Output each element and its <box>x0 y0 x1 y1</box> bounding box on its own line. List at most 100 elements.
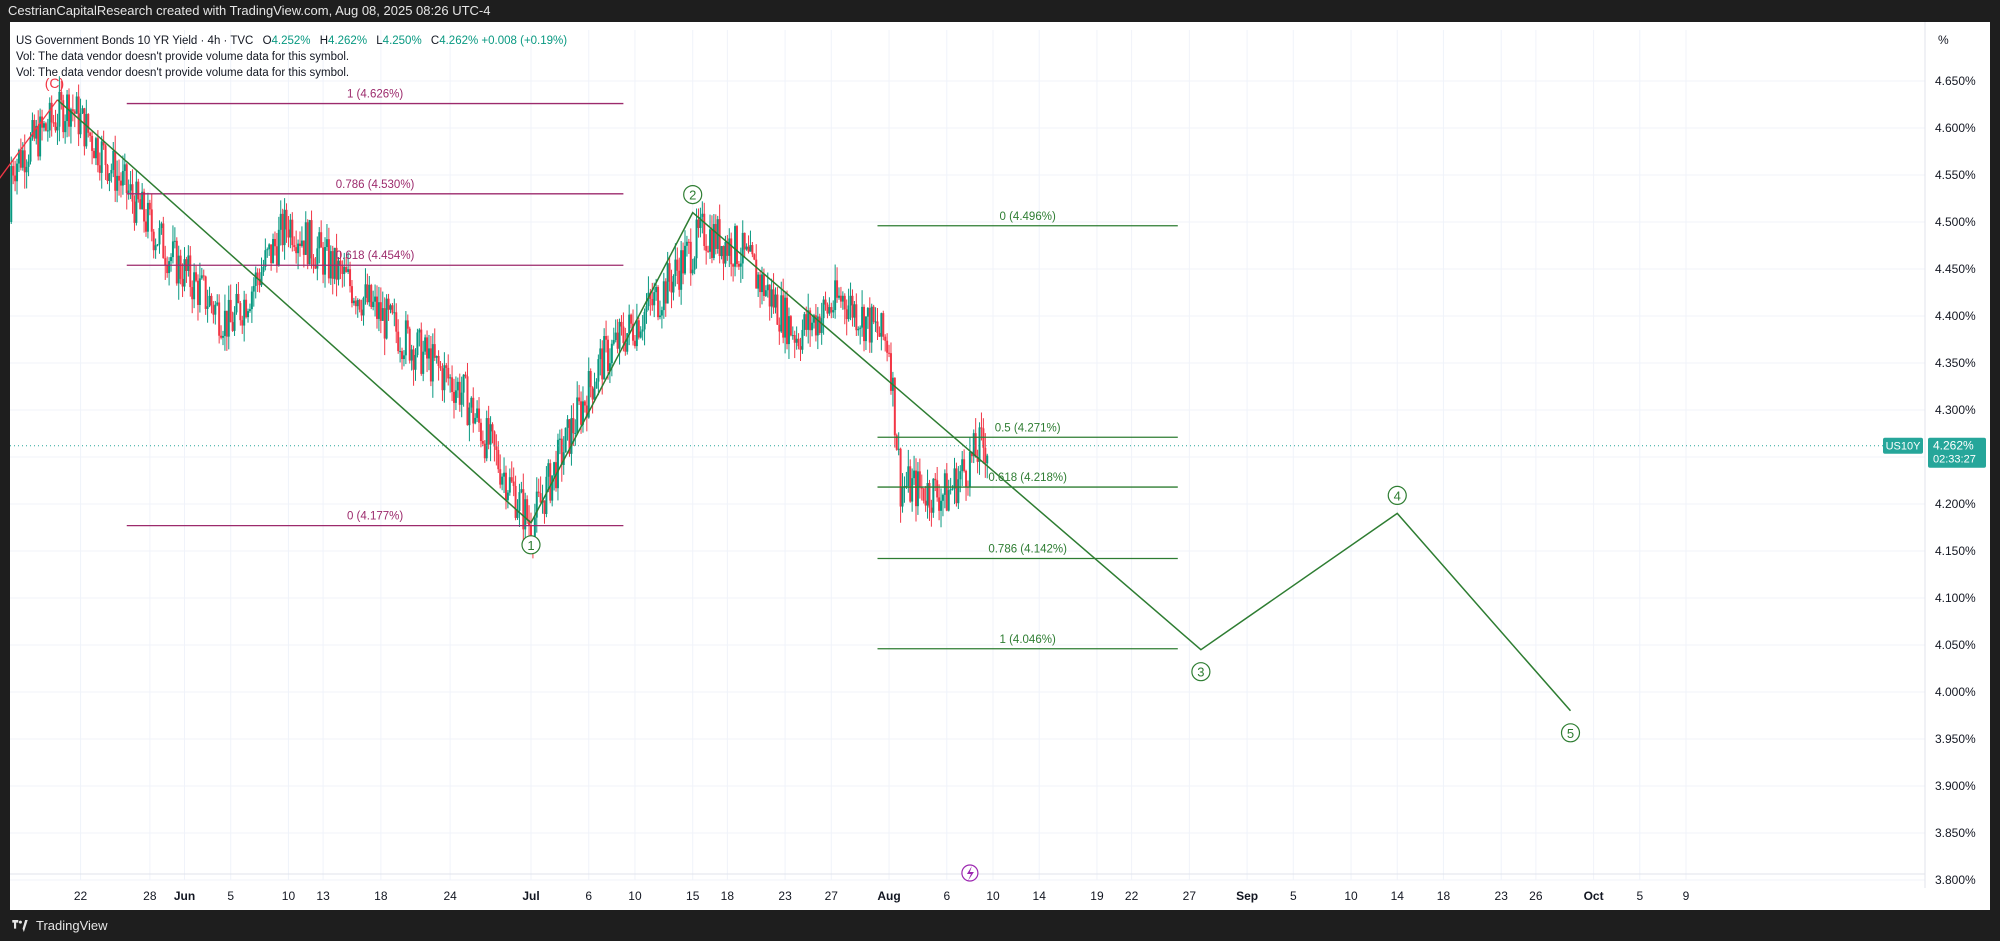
candle-body <box>816 316 819 336</box>
time-tick-label: 5 <box>1290 889 1297 903</box>
candle-body <box>595 381 598 389</box>
time-tick-label: 19 <box>1090 889 1104 903</box>
candle-body <box>79 113 82 135</box>
candle-body <box>239 303 242 321</box>
candle-body <box>941 494 944 501</box>
time-tick-label: 24 <box>443 889 457 903</box>
candle-body <box>69 109 72 127</box>
candle-body <box>684 245 686 274</box>
price-tick-label: 3.900% <box>1935 779 1976 793</box>
candle-body <box>784 297 787 338</box>
fib-level-label: 1 (4.046%) <box>1000 634 1056 646</box>
candle-body <box>762 274 765 296</box>
candle-body <box>333 247 336 279</box>
time-tick-label: 18 <box>721 889 735 903</box>
candle-body <box>551 475 554 501</box>
candle-body <box>435 355 438 358</box>
tradingview-logo[interactable]: TradingView <box>10 910 108 941</box>
close-value: 4.262% <box>439 35 479 47</box>
candle-body <box>316 248 319 269</box>
candle-body <box>695 219 698 259</box>
candle-body <box>734 226 737 267</box>
candle-body <box>389 305 392 310</box>
candle-body <box>191 287 194 300</box>
candle-body <box>266 249 269 251</box>
candle-body <box>291 219 294 246</box>
candle-body <box>930 507 933 513</box>
candle-body <box>287 229 290 238</box>
candle-body <box>366 284 369 303</box>
candle-body <box>135 181 138 223</box>
candle-body <box>237 293 240 304</box>
candle-body <box>372 301 375 308</box>
candle-body <box>91 135 94 151</box>
candle-body <box>48 102 51 131</box>
candle-body <box>943 473 946 495</box>
candle-body <box>581 401 584 425</box>
candle-body <box>880 313 883 337</box>
candle-body <box>100 141 103 173</box>
candle-body <box>807 310 810 330</box>
candle-body <box>439 365 442 369</box>
candle-body <box>175 240 178 284</box>
candle-body <box>297 243 300 254</box>
candle-body <box>916 471 919 507</box>
candle-body <box>487 418 490 445</box>
time-tick-label: 9 <box>1683 889 1690 903</box>
candle-body <box>427 348 430 359</box>
candle-body <box>940 500 943 511</box>
time-tick-label: 23 <box>1495 889 1509 903</box>
candle-body <box>857 328 860 331</box>
wave-label-2: 2 <box>689 188 696 203</box>
candle-body <box>289 219 292 238</box>
candle-body <box>884 336 887 341</box>
candle-body <box>225 310 228 337</box>
time-tick-label: 10 <box>282 889 296 903</box>
price-tick-label: 3.850% <box>1935 826 1976 840</box>
candle-body <box>662 281 665 311</box>
candle-body <box>959 471 962 480</box>
candle-body <box>635 320 638 347</box>
symbol-line[interactable]: US Government Bonds 10 YR Yield · 4h · T… <box>16 35 254 47</box>
candle-body <box>270 244 273 264</box>
candle-body <box>181 278 184 287</box>
candle-body <box>895 435 898 450</box>
candle-body <box>866 308 869 317</box>
time-tick-label: 6 <box>585 889 592 903</box>
candle-body <box>327 239 330 279</box>
candle-body <box>476 408 479 418</box>
candle-body <box>888 352 891 354</box>
candle-body <box>936 480 939 498</box>
candle-body <box>235 293 238 313</box>
candle-body <box>963 459 966 471</box>
candle-body <box>811 322 814 331</box>
candle-body <box>666 263 669 304</box>
fib-level-label: 0.786 (4.142%) <box>988 544 1067 556</box>
volume-note-2: Vol: The data vendor doesn't provide vol… <box>16 67 350 79</box>
candle-body <box>705 245 708 251</box>
candle-body <box>54 122 57 131</box>
candle-body <box>406 320 409 329</box>
price-tick-label: 4.500% <box>1935 215 1976 229</box>
candle-body <box>431 344 434 382</box>
candle-body <box>420 329 423 374</box>
candle-body <box>152 231 155 251</box>
elliott-wave-path[interactable] <box>56 99 1572 712</box>
brand-name: TradingView <box>36 918 108 933</box>
candle-body <box>139 199 142 210</box>
chart-frame[interactable] <box>10 22 1990 910</box>
bar-countdown-label: 02:33:27 <box>1933 454 1976 466</box>
candle-body <box>73 111 76 114</box>
candle-body <box>965 470 968 487</box>
candle-body <box>64 121 67 133</box>
candle-body <box>583 401 586 406</box>
time-tick-label: 5 <box>227 889 234 903</box>
candle-body <box>707 250 710 252</box>
candle-body <box>114 150 117 191</box>
candle-body <box>42 123 45 128</box>
time-tick-label: 18 <box>1437 889 1451 903</box>
candle-body <box>535 491 538 518</box>
candle-body <box>118 175 121 181</box>
time-tick-label: 10 <box>628 889 642 903</box>
